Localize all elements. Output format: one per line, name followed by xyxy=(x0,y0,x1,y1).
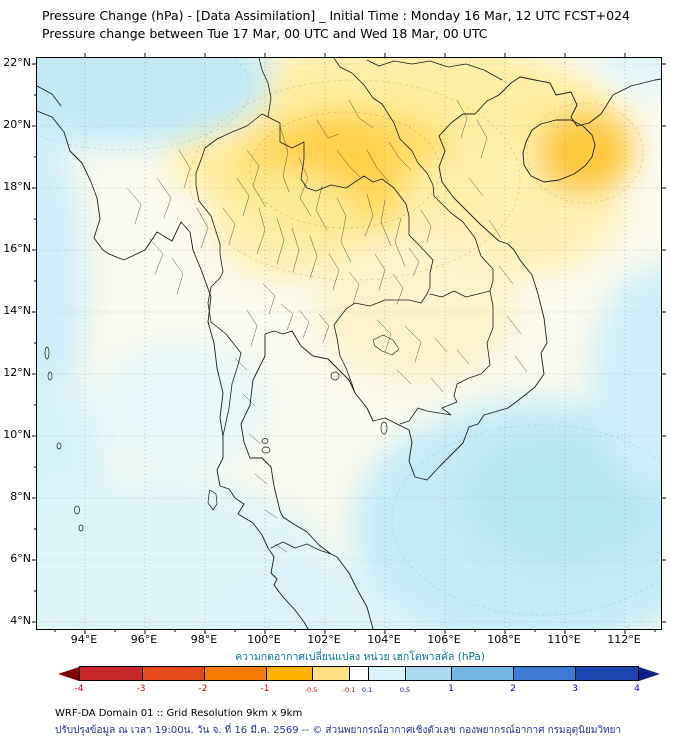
y-tick-label: 16°N xyxy=(3,242,31,255)
y-tick-label: 20°N xyxy=(3,118,31,131)
colorbar-tick-label: 4 xyxy=(634,684,640,694)
title-line-2: Pressure change between Tue 17 Mar, 00 U… xyxy=(42,26,488,41)
x-tick-label: 96°E xyxy=(130,633,158,646)
x-tick-label: 112°E xyxy=(607,633,641,646)
x-tick-label: 98°E xyxy=(190,633,218,646)
title-block: Pressure Change (hPa) - [Data Assimilati… xyxy=(42,7,630,43)
province-borders xyxy=(126,99,528,553)
colorbar-tick-label: 1 xyxy=(448,684,454,694)
colorbar-segment xyxy=(405,667,451,680)
y-tick-label: 6°N xyxy=(10,552,31,565)
colorbar-segments xyxy=(79,666,639,681)
pressure-map-svg xyxy=(32,53,666,634)
boundary-layer xyxy=(37,58,661,629)
colorbar-tick-label: -4 xyxy=(74,684,84,694)
x-tick-label: 104°E xyxy=(367,633,401,646)
y-tick-label: 14°N xyxy=(3,304,31,317)
colorbar-segment xyxy=(349,667,368,680)
title-line-1: Pressure Change (hPa) - [Data Assimilati… xyxy=(42,8,630,23)
colorbar-tick-label: 3 xyxy=(572,684,578,694)
y-tick-label: 4°N xyxy=(10,614,31,627)
colorbar-labels: -4 -3 -2 -1 -0.5 -0.1 0.1 0.5 1 2 3 4 xyxy=(75,684,640,696)
colorbar-tick-label: 0.5 xyxy=(399,686,411,694)
hainan-island xyxy=(522,119,596,183)
colorbar-segment xyxy=(451,667,513,680)
footer-update-info: ปรับปรุงข้อมูล ณ เวลา 19:00น. วัน จ. ที่… xyxy=(55,725,622,736)
map-panel xyxy=(32,53,666,634)
x-tick-label: 102°E xyxy=(307,633,341,646)
tonle-sap-lake xyxy=(372,334,400,356)
y-tick-label: 8°N xyxy=(10,490,31,503)
small-islands xyxy=(44,346,388,532)
grid-layer xyxy=(37,58,661,629)
x-tick-label: 94°E xyxy=(70,633,98,646)
colorbar-tick-label: -3 xyxy=(136,684,146,694)
y-tick-label: 10°N xyxy=(3,428,31,441)
colorbar-right-arrow xyxy=(639,666,660,681)
y-tick-label: 22°N xyxy=(3,56,31,69)
colorbar-tick-label: -2 xyxy=(198,684,208,694)
colorbar-segment xyxy=(204,667,266,680)
colorbar-segment xyxy=(575,667,638,680)
country-borders xyxy=(37,58,503,555)
colorbar-tick-label: -0.5 xyxy=(304,686,318,694)
x-tick-label: 100°E xyxy=(247,633,281,646)
colorbar-tick-label: 2 xyxy=(510,684,516,694)
colorbar-segment xyxy=(142,667,204,680)
axis-ticks xyxy=(32,53,666,634)
colorbar-tick-label: 0.1 xyxy=(361,686,373,694)
x-tick-label: 108°E xyxy=(487,633,521,646)
y-tick-label: 12°N xyxy=(3,366,31,379)
colorbar-title: ความกดอากาศเปลี่ยนแปลง หน่วย เฮกโตพาสคัล… xyxy=(235,651,485,663)
color-field-layer xyxy=(37,58,661,629)
colorbar xyxy=(58,666,660,681)
x-tick-label: 110°E xyxy=(547,633,581,646)
y-tick-label: 18°N xyxy=(3,180,31,193)
colorbar-segment xyxy=(266,667,312,680)
footer-domain-info: WRF-DA Domain 01 :: Grid Resolution 9km … xyxy=(55,708,303,719)
colorbar-segment xyxy=(368,667,405,680)
colorbar-tick-label: -0.1 xyxy=(342,686,356,694)
colorbar-segment xyxy=(312,667,349,680)
colorbar-left-arrow xyxy=(58,666,79,681)
x-tick-label: 106°E xyxy=(427,633,461,646)
colorbar-tick-label: -1 xyxy=(260,684,270,694)
colorbar-segment xyxy=(513,667,575,680)
coastline xyxy=(37,76,661,629)
colorbar-segment xyxy=(80,667,142,680)
